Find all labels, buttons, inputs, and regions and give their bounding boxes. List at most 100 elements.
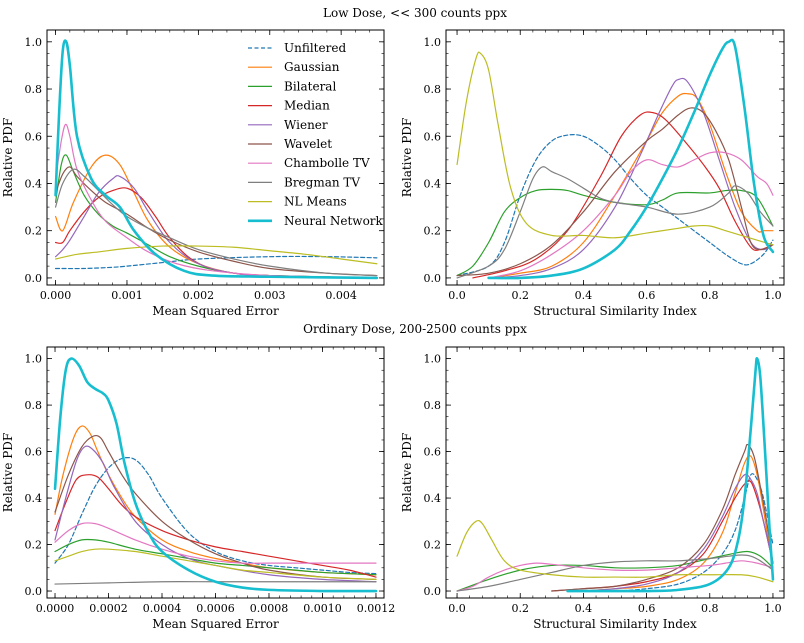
y-tick-label: 0.6 [424,446,442,459]
y-tick-label: 0.2 [25,225,43,238]
series-line-median [472,111,774,279]
legend-label: Median [284,99,330,113]
legend-label: Bregman TV [284,175,360,189]
series-line-wavelet [54,166,378,277]
y-tick-label: 0.4 [25,492,43,505]
y-tick-label: 0.6 [25,446,43,459]
y-tick-label: 0.2 [424,225,442,238]
series-line-unfiltered [54,457,377,575]
series-line-bregman-tv [456,554,774,592]
y-tick-label: 0.8 [25,399,43,412]
y-tick-label: 0.0 [25,585,43,598]
series-line-median [54,474,377,578]
axes-frame [445,29,785,286]
y-tick-label: 0.6 [424,130,442,143]
series-line-neural-network [53,357,378,593]
chart-panel-low-ssim: 0.0 0.2 0.4 0.6 0.8 1.0 0.0 0.2 0.4 0.6 0.8 1.0 Stru… [400,29,785,318]
x-tick-label: 1.0 [764,289,782,302]
series-line-bregman-tv [456,166,774,279]
series-line-bilateral [456,188,774,277]
series-line-unfiltered [456,134,774,277]
y-tick-label: 0.0 [424,585,442,598]
legend-label: NL Means [284,195,347,209]
series-line-gaussian [582,455,774,592]
x-tick-label: 0.8 [701,289,719,302]
series-line-gaussian [488,92,774,279]
y-tick-label: 0.0 [25,272,43,285]
series-line-wavelet [456,107,774,277]
bottom-row-title: Ordinary Dose, 200-2500 counts ppx [303,322,527,336]
series-line-wavelet [54,434,377,581]
series-line-neural-network [487,38,775,280]
x-tick-label: 0.004 [325,289,357,302]
x-tick-label: 1.0 [764,602,782,615]
series-line-bregman-tv [54,168,378,277]
y-tick-label: 0.8 [25,83,43,96]
x-tick-label: 0.6 [638,289,656,302]
x-tick-label: 0.000 [40,289,72,302]
x-tick-label: 0.002 [183,289,215,302]
x-tick-label: 0.0 [448,602,466,615]
series-group [53,357,378,593]
x-tick-label: 0.003 [254,289,286,302]
legend-label: Bilateral [284,79,336,93]
legend-label: Neural Network [284,214,384,228]
x-tick-label: 0.0 [448,289,466,302]
series-line-wiener [488,77,774,279]
y-tick-label: 0.8 [424,399,442,412]
x-tick-label: 0.8 [701,602,719,615]
series-line-neural-network [566,357,775,593]
series-line-chambolle-tv [54,522,377,564]
top-row-title: Low Dose, << 300 counts ppx [323,6,507,20]
chart-panel-low-mse: 0.000 0.001 0.002 0.003 0.004 0.0 0.2 0.4 0.6 0.8… [1,29,385,318]
series-line-unfiltered [582,473,774,592]
legend-label: Wavelet [284,137,332,151]
legend-label: Wiener [284,118,328,132]
legend-label: Gaussian [284,60,340,74]
y-tick-label: 1.0 [424,353,442,366]
series-group [54,39,379,280]
x-tick-label: 0.0002 [89,602,128,615]
chart-panel-ord-ssim: 0.0 0.2 0.4 0.6 0.8 1.0 0.0 0.2 0.4 0.6 0.8 1.0 Stru… [400,346,785,631]
series-line-nl-means [456,519,774,583]
y-tick-label: 1.0 [424,36,442,49]
series-line-wiener [54,445,377,583]
x-axis-label: Structural Similarity Index [533,304,697,318]
y-axis-label: Relative PDF [1,118,15,198]
x-tick-label: 0.0004 [143,602,182,615]
y-axis-label: Relative PDF [400,118,414,198]
series-group [456,357,775,593]
y-tick-label: 0.4 [424,177,442,190]
series-line-gaussian [54,425,377,576]
legend-label: Chambolle TV [284,156,370,170]
series-line-chambolle-tv [456,560,774,592]
y-tick-label: 0.0 [424,272,442,285]
chart-panel-ord-mse: 0.0000 0.0002 0.0004 0.0006 0.0008 0.0010 0.00… [1,346,395,631]
series-line-wiener [582,473,774,592]
series-line-nl-means [54,548,377,581]
y-tick-label: 1.0 [25,353,43,366]
x-tick-label: 0.0006 [196,602,235,615]
y-tick-label: 0.4 [424,492,442,505]
y-axis-label: Relative PDF [400,433,414,513]
x-tick-label: 0.001 [111,289,143,302]
y-tick-label: 0.2 [25,539,43,552]
series-line-bilateral [54,538,377,576]
x-tick-label: 0.4 [575,602,593,615]
axes-frame [445,346,785,599]
x-tick-label: 0.0000 [36,602,75,615]
y-tick-label: 0.8 [424,83,442,96]
series-line-nl-means [54,245,378,265]
series-line-neural-network [54,39,379,280]
y-axis-label: Relative PDF [1,433,15,513]
x-axis-label: Structural Similarity Index [533,617,697,631]
x-tick-label: 0.4 [575,289,593,302]
y-tick-label: 0.6 [25,130,43,143]
y-tick-label: 0.2 [424,539,442,552]
x-tick-label: 0.6 [638,602,656,615]
series-line-nl-means [456,51,774,246]
x-axis-label: Mean Squared Error [152,617,279,631]
x-axis-label: Mean Squared Error [152,304,279,318]
axes-frame [46,29,385,286]
